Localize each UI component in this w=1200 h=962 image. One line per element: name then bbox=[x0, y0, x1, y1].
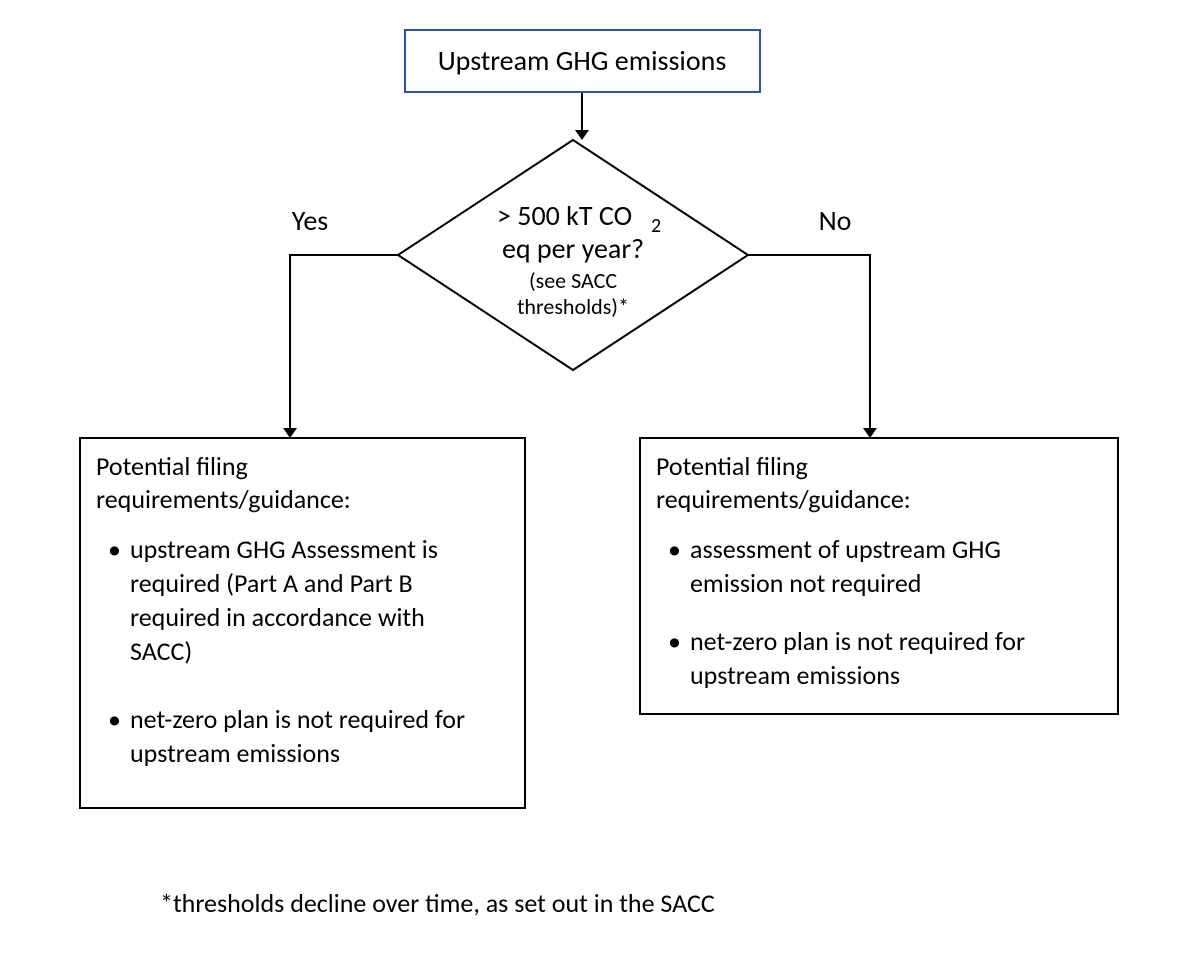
svg-text:requirements/guidance:: requirements/guidance: bbox=[96, 483, 351, 515]
svg-text:Yes: Yes bbox=[292, 203, 329, 238]
svg-text:•: • bbox=[668, 625, 681, 657]
svg-text:emission not required: emission not required bbox=[690, 567, 921, 599]
svg-text:SACC): SACC) bbox=[130, 635, 192, 667]
svg-text:thresholds)*: thresholds)* bbox=[517, 293, 629, 320]
svg-text:required in accordance with: required in accordance with bbox=[130, 601, 425, 633]
arrow-yes bbox=[290, 255, 398, 436]
svg-text:upstream GHG Assessment is: upstream GHG Assessment is bbox=[130, 533, 438, 565]
svg-text:No: No bbox=[819, 203, 852, 238]
svg-text:•: • bbox=[108, 703, 121, 735]
svg-text:upstream emissions: upstream emissions bbox=[130, 737, 340, 769]
svg-text:eq per year?: eq per year? bbox=[502, 231, 644, 266]
svg-text:2: 2 bbox=[651, 214, 661, 238]
svg-text:upstream emissions: upstream emissions bbox=[690, 659, 900, 691]
svg-text:Potential filing: Potential filing bbox=[656, 450, 808, 482]
decision-line1: > 500 kT CO bbox=[497, 198, 632, 233]
svg-text:•: • bbox=[108, 533, 121, 565]
svg-text:required (Part A and Part B: required (Part A and Part B bbox=[130, 567, 413, 599]
svg-text:net-zero plan is not required: net-zero plan is not required for bbox=[690, 625, 1025, 657]
svg-text:net-zero plan is not required: net-zero plan is not required for bbox=[130, 703, 465, 735]
svg-text:Potential filing: Potential filing bbox=[96, 450, 248, 482]
svg-text:(see SACC: (see SACC bbox=[529, 267, 617, 294]
svg-text:Upstream GHG emissions: Upstream GHG emissions bbox=[438, 43, 727, 78]
arrow-no bbox=[748, 255, 870, 436]
svg-text:assessment of upstream GHG: assessment of upstream GHG bbox=[690, 533, 1001, 565]
svg-text:requirements/guidance:: requirements/guidance: bbox=[656, 483, 911, 515]
svg-text:*thresholds decline over time,: *thresholds decline over time, as set ou… bbox=[160, 887, 715, 919]
svg-text:•: • bbox=[668, 533, 681, 565]
